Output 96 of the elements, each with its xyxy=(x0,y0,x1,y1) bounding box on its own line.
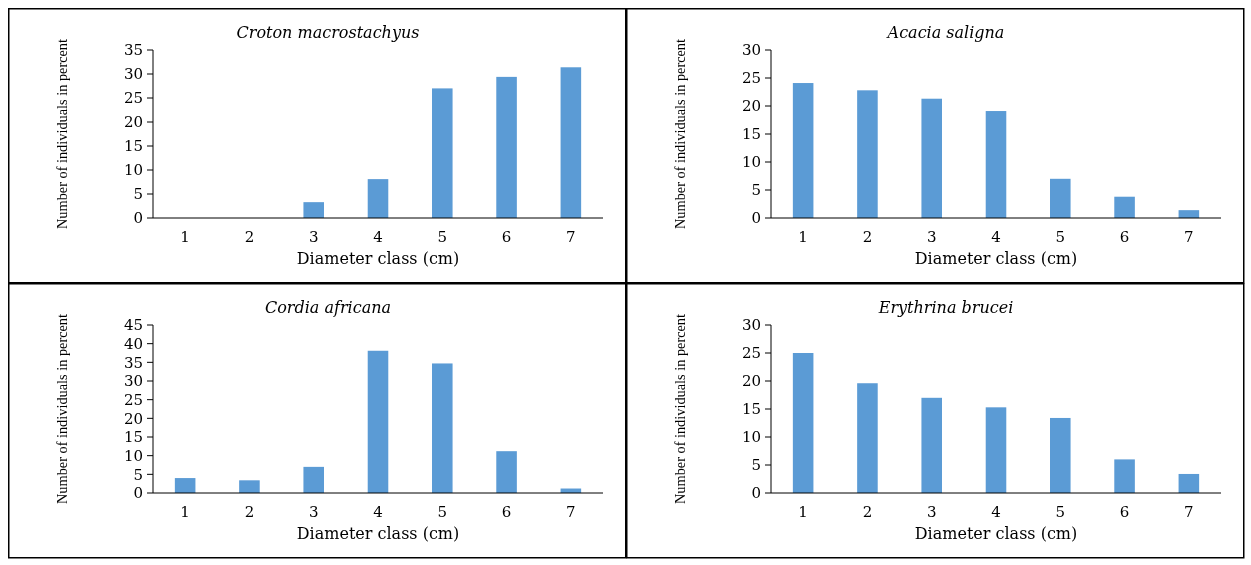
bar xyxy=(303,202,324,218)
x-tick-label: 1 xyxy=(798,228,808,246)
x-tick-label: 2 xyxy=(862,228,873,246)
x-axis-title: Diameter class (cm) xyxy=(296,249,460,268)
bar xyxy=(985,111,1007,218)
y-tick-label: 40 xyxy=(123,334,143,353)
y-tick-label: 25 xyxy=(741,69,761,88)
y-tick-label: 0 xyxy=(751,484,761,503)
y-tick-label: 25 xyxy=(741,344,761,363)
y-tick-label: 20 xyxy=(741,97,761,116)
x-tick-label: 6 xyxy=(1119,503,1130,521)
y-tick-label: 20 xyxy=(123,409,143,428)
y-tick-label: 5 xyxy=(133,465,143,484)
x-tick-label: 3 xyxy=(926,228,937,246)
x-tick-label: 4 xyxy=(373,228,383,246)
bar xyxy=(921,397,942,493)
x-tick-label: 7 xyxy=(566,228,576,246)
x-tick-label: 5 xyxy=(1055,228,1066,246)
y-tick-label: 20 xyxy=(123,113,143,132)
bar xyxy=(1114,196,1135,218)
y-tick-label: 30 xyxy=(123,372,143,391)
y-tick-label: 35 xyxy=(123,41,143,60)
bar xyxy=(1050,178,1071,218)
y-tick-label: 15 xyxy=(741,125,761,144)
x-tick-label: 2 xyxy=(244,503,255,521)
x-tick-label: 6 xyxy=(501,503,512,521)
y-tick-label: 15 xyxy=(123,428,143,447)
bar xyxy=(857,383,878,493)
y-tick-label: 10 xyxy=(741,153,761,172)
chart-title: Erythrina brucei xyxy=(877,298,1014,317)
x-tick-label: 2 xyxy=(244,228,255,246)
y-tick-label: 5 xyxy=(133,185,143,204)
chart-title: Acacia saligna xyxy=(885,23,1005,42)
y-tick-label: 20 xyxy=(741,372,761,391)
y-tick-label: 5 xyxy=(751,181,761,200)
bar xyxy=(560,67,582,218)
x-tick-label: 5 xyxy=(1055,503,1066,521)
y-tick-label: 35 xyxy=(123,353,143,372)
bar xyxy=(792,83,814,218)
y-tick-label: 30 xyxy=(123,65,143,84)
y-tick-label: 15 xyxy=(741,400,761,419)
y-tick-label: 30 xyxy=(741,316,761,335)
bar xyxy=(239,480,260,493)
bar xyxy=(432,363,453,493)
bar xyxy=(303,466,324,493)
y-tick-label: 0 xyxy=(133,484,143,503)
x-axis-title: Diameter class (cm) xyxy=(296,524,460,543)
bar xyxy=(367,179,389,218)
x-tick-label: 4 xyxy=(373,503,383,521)
y-axis-title: Number of individuals in percent xyxy=(672,304,688,504)
x-tick-label: 7 xyxy=(1184,228,1194,246)
x-tick-label: 4 xyxy=(991,228,1001,246)
bar xyxy=(921,98,942,218)
chart-title: Cordia africana xyxy=(264,298,392,317)
x-tick-label: 4 xyxy=(991,503,1001,521)
x-tick-label: 7 xyxy=(566,503,576,521)
bar xyxy=(496,451,517,493)
bar xyxy=(1114,459,1135,493)
x-tick-label: 1 xyxy=(180,503,190,521)
y-tick-label: 5 xyxy=(751,456,761,475)
y-tick-label: 10 xyxy=(123,446,143,465)
chart-title: Croton macrostachyus xyxy=(236,23,420,42)
bar xyxy=(1050,417,1071,493)
y-axis-title: Number of individuals in percent xyxy=(672,29,688,229)
bar xyxy=(367,350,389,493)
y-tick-label: 25 xyxy=(123,390,143,409)
y-tick-label: 10 xyxy=(123,161,143,180)
bar xyxy=(174,478,196,493)
x-tick-label: 3 xyxy=(926,503,937,521)
x-tick-label: 2 xyxy=(862,503,873,521)
y-tick-label: 45 xyxy=(123,316,143,335)
x-tick-label: 3 xyxy=(308,503,319,521)
bar xyxy=(496,76,517,218)
y-tick-label: 10 xyxy=(741,428,761,447)
x-tick-label: 5 xyxy=(437,503,448,521)
x-tick-label: 3 xyxy=(308,228,319,246)
y-axis-title: Number of individuals in percent xyxy=(54,304,70,504)
bar xyxy=(432,88,453,218)
y-axis-title: Number of individuals in percent xyxy=(54,29,70,229)
bar xyxy=(857,90,878,218)
y-tick-label: 0 xyxy=(133,209,143,228)
bar xyxy=(1178,473,1200,493)
y-tick-label: 15 xyxy=(123,137,143,156)
y-tick-label: 30 xyxy=(741,41,761,60)
x-tick-label: 5 xyxy=(437,228,448,246)
x-tick-label: 6 xyxy=(1119,228,1130,246)
x-tick-label: 1 xyxy=(180,228,190,246)
y-tick-label: 25 xyxy=(123,89,143,108)
x-tick-label: 7 xyxy=(1184,503,1194,521)
bar xyxy=(792,353,814,493)
bar xyxy=(985,407,1007,493)
x-axis-title: Diameter class (cm) xyxy=(914,524,1078,543)
y-tick-label: 0 xyxy=(751,209,761,228)
x-tick-label: 1 xyxy=(798,503,808,521)
x-axis-title: Diameter class (cm) xyxy=(914,249,1078,268)
x-tick-label: 6 xyxy=(501,228,512,246)
